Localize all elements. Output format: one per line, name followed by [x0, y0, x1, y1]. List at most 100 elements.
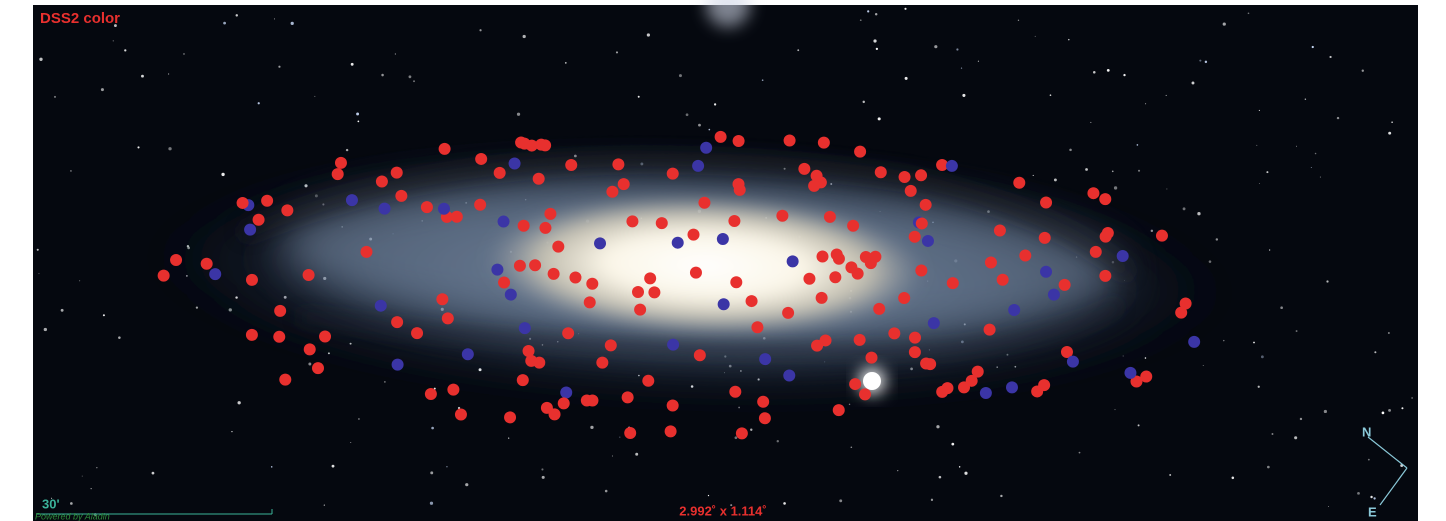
star: [961, 68, 962, 69]
star: [1258, 386, 1260, 388]
catalog-source: [273, 331, 285, 343]
catalog-source: [1008, 304, 1020, 316]
catalog-source: [924, 358, 936, 370]
star: [1256, 145, 1257, 146]
catalog-source: [715, 131, 727, 143]
star: [1114, 186, 1117, 189]
catalog-source: [718, 298, 730, 310]
star: [878, 117, 881, 120]
catalog-source: [888, 327, 900, 339]
catalog-source: [717, 233, 729, 245]
catalog-source: [586, 278, 598, 290]
catalog-source: [533, 357, 545, 369]
catalog-source: [776, 210, 788, 222]
star: [70, 170, 72, 172]
star: [939, 476, 942, 479]
star: [384, 381, 386, 383]
star: [238, 401, 241, 404]
catalog-source: [694, 349, 706, 361]
star: [79, 280, 80, 281]
catalog-source: [698, 197, 710, 209]
catalog-source: [494, 167, 506, 179]
star: [708, 495, 709, 496]
star: [1145, 103, 1146, 104]
star: [1294, 436, 1297, 439]
catalog-source: [873, 303, 885, 315]
star: [647, 33, 650, 36]
catalog-source: [596, 357, 608, 369]
catalog-source: [279, 374, 291, 386]
catalog-source: [246, 329, 258, 341]
star: [777, 440, 779, 442]
catalog-source: [692, 160, 704, 172]
catalog-source: [899, 171, 911, 183]
catalog-source: [824, 211, 836, 223]
catalog-source: [665, 425, 677, 437]
star: [1388, 332, 1390, 334]
catalog-source: [549, 408, 561, 420]
catalog-source: [581, 394, 593, 406]
star: [168, 73, 169, 74]
catalog-source: [642, 375, 654, 387]
star: [1069, 149, 1072, 152]
catalog-source: [332, 168, 344, 180]
catalog-source: [618, 178, 630, 190]
catalog-source: [672, 237, 684, 249]
star: [619, 437, 620, 438]
star: [978, 61, 979, 62]
catalog-source: [375, 300, 387, 312]
star: [332, 465, 335, 468]
catalog-source: [523, 345, 535, 357]
star: [1223, 22, 1226, 25]
star: [542, 476, 545, 479]
catalog-source: [984, 324, 996, 336]
catalog-source: [849, 378, 861, 390]
catalog-source: [920, 199, 932, 211]
catalog-source: [829, 271, 841, 283]
catalog-source: [847, 220, 859, 232]
star: [479, 29, 481, 31]
catalog-source: [946, 160, 958, 172]
catalog-source: [1124, 367, 1136, 379]
star: [101, 88, 104, 91]
star: [308, 363, 311, 366]
sky-view: DSS2 color 30' Powered by Aladin 2.992˚ …: [0, 0, 1446, 521]
star: [409, 75, 412, 78]
field-of-view: 2.992˚ x 1.114˚: [679, 503, 766, 518]
star: [1000, 495, 1002, 497]
star: [616, 51, 618, 53]
catalog-source: [392, 359, 404, 371]
catalog-source: [803, 273, 815, 285]
catalog-source: [379, 203, 391, 215]
catalog-source: [425, 388, 437, 400]
catalog-source: [648, 286, 660, 298]
catalog-source: [498, 277, 510, 289]
star: [324, 504, 325, 505]
star: [1391, 122, 1392, 123]
catalog-source: [421, 201, 433, 213]
star: [1280, 306, 1283, 309]
catalog-source: [505, 289, 517, 301]
star: [762, 79, 764, 81]
star: [951, 443, 954, 446]
star: [1271, 433, 1273, 435]
catalog-source: [909, 332, 921, 344]
star: [783, 502, 786, 505]
catalog-source: [504, 411, 516, 423]
catalog-source: [916, 217, 928, 229]
catalog-source: [442, 312, 454, 324]
catalog-source: [335, 157, 347, 169]
star: [1079, 452, 1081, 454]
catalog-source: [438, 203, 450, 215]
catalog-source: [733, 135, 745, 147]
catalog-source: [634, 304, 646, 316]
catalog-source: [667, 400, 679, 412]
catalog-source: [544, 208, 556, 220]
star: [1138, 170, 1140, 172]
star: [1018, 20, 1019, 21]
star: [1261, 355, 1264, 358]
star: [750, 429, 752, 431]
survey-label: DSS2 color: [40, 10, 120, 27]
catalog-source: [439, 143, 451, 155]
star: [183, 53, 184, 54]
